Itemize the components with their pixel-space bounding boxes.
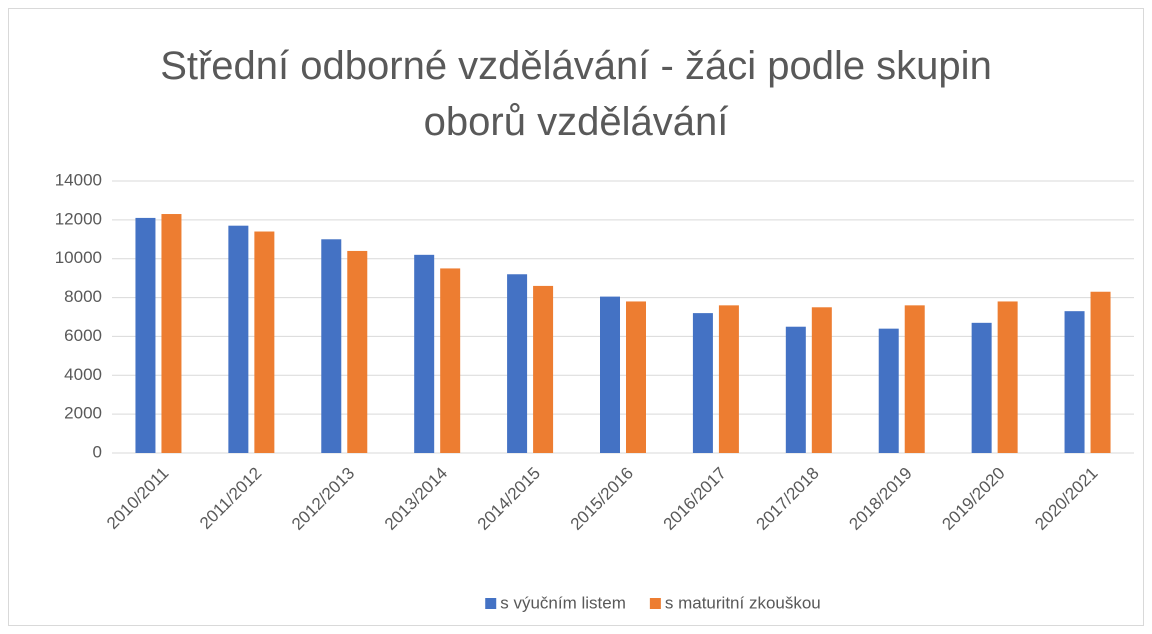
y-tick-label: 2000: [64, 404, 102, 423]
y-tick-label: 6000: [64, 326, 102, 345]
bar: [811, 307, 832, 453]
bar: [161, 214, 182, 453]
legend-swatch: [485, 598, 497, 609]
bar: [440, 268, 461, 453]
bar: [878, 328, 899, 453]
legend-entry: s výučním listem: [485, 593, 626, 612]
bar: [228, 225, 249, 453]
legend-label: s výučním listem: [500, 593, 626, 612]
y-tick-label: 10000: [55, 248, 102, 267]
y-tick-label: 12000: [55, 209, 102, 228]
bar: [254, 231, 275, 453]
legend-entry: s maturitní zkouškou: [649, 593, 821, 612]
bar: [135, 217, 156, 453]
bar: [1064, 311, 1085, 453]
bar: [997, 301, 1018, 453]
bar: [718, 305, 739, 453]
legend-swatch: [649, 598, 661, 609]
y-tick-label: 14000: [55, 170, 102, 189]
y-tick-label: 8000: [64, 287, 102, 306]
bar: [692, 313, 713, 453]
bar: [533, 285, 554, 453]
bar: [414, 254, 435, 453]
bar: [904, 305, 925, 453]
bar: [321, 239, 342, 453]
bar: [1090, 291, 1111, 453]
y-tick-label: 0: [93, 442, 102, 461]
bar: [971, 322, 992, 453]
bar: [785, 326, 806, 453]
y-tick-label: 4000: [64, 365, 102, 384]
chart-border: [8, 8, 1144, 626]
bar: [600, 296, 620, 453]
chart-title: Střední odborné vzdělávání - žáci podle …: [160, 44, 992, 144]
bar: [507, 274, 528, 453]
bar: [626, 301, 646, 453]
legend-label: s maturitní zkouškou: [665, 593, 821, 612]
bar: [347, 250, 368, 453]
